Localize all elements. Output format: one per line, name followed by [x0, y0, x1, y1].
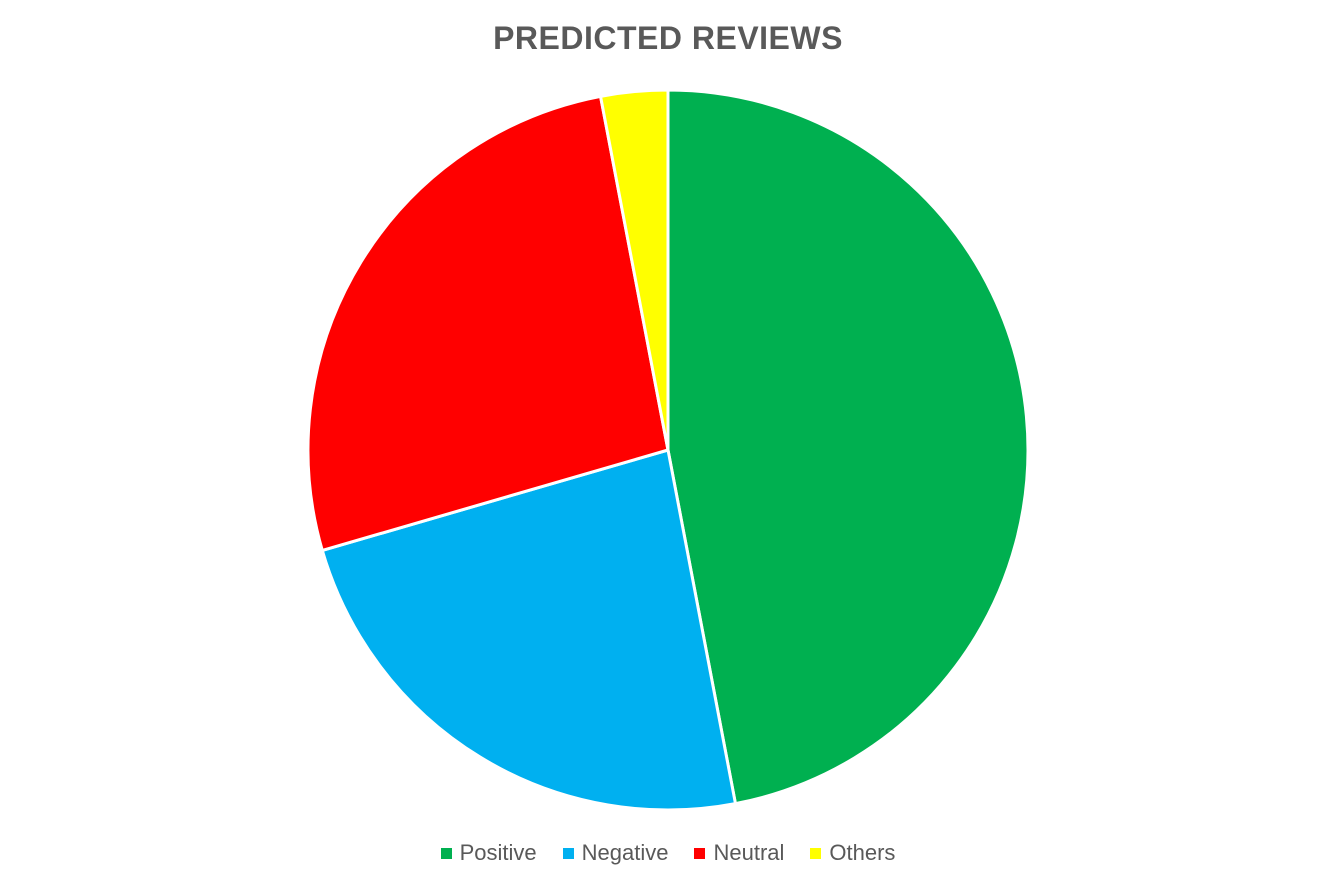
- legend-label-neutral: Neutral: [713, 840, 785, 865]
- legend-item-neutral: Neutral: [694, 840, 784, 866]
- legend-item-others: Others: [810, 840, 895, 866]
- legend-swatch-neutral: [694, 847, 706, 859]
- legend-label-others: Others: [829, 840, 896, 865]
- pie-slice-neutral: [306, 94, 670, 552]
- chart-title: PREDICTED REVIEWS: [493, 20, 843, 56]
- legend-item-positive: Positive: [440, 840, 537, 866]
- pie-slice-positive: [666, 88, 1030, 806]
- pie-slice-others: [599, 88, 670, 452]
- legend-swatch-others: [810, 847, 822, 859]
- legend-label-positive: Positive: [459, 840, 537, 865]
- pie-slice-negative: [320, 448, 737, 812]
- legend-swatch-positive: [440, 847, 452, 859]
- pie-slices: [306, 88, 1030, 812]
- legend-label-negative: Negative: [581, 840, 669, 865]
- legend-item-negative: Negative: [562, 840, 669, 866]
- chart-legend: Positive Negative Neutral Others: [0, 840, 1336, 866]
- legend-swatch-negative: [562, 847, 574, 859]
